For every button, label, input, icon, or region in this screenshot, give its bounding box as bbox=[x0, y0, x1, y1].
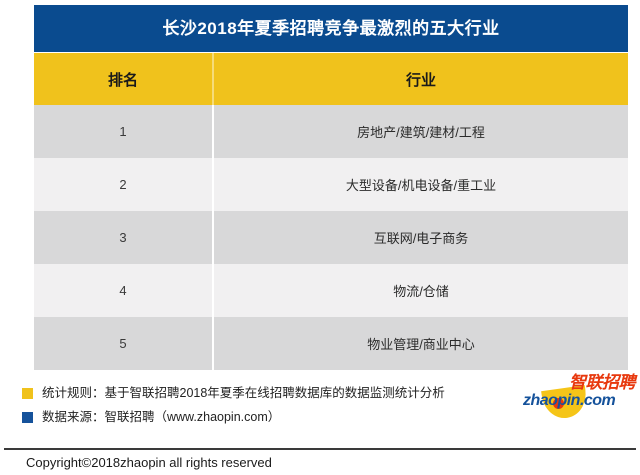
table-row: 1 房地产/建筑/建材/工程 bbox=[34, 105, 628, 158]
footnote-text: 统计规则：基于智联招聘2018年夏季在线招聘数据库的数据监测统计分析 bbox=[42, 385, 445, 400]
cell-industry: 互联网/电子商务 bbox=[373, 231, 469, 246]
cell-industry: 物流/仓储 bbox=[393, 284, 449, 299]
cell-industry: 大型设备/机电设备/重工业 bbox=[345, 178, 497, 193]
column-divider bbox=[212, 105, 214, 158]
page-title: 长沙2018年夏季招聘竞争最激烈的五大行业 bbox=[162, 19, 500, 38]
zhaopin-logo: 智联招聘 zhaopin.com bbox=[523, 373, 636, 424]
column-divider bbox=[212, 53, 214, 105]
table-row: 2 大型设备/机电设备/重工业 bbox=[34, 158, 628, 211]
square-bullet-icon bbox=[22, 411, 33, 423]
column-divider bbox=[212, 158, 214, 211]
footnotes: 统计规则：基于智联招聘2018年夏季在线招聘数据库的数据监测统计分析 数据来源：… bbox=[22, 381, 522, 429]
cell-rank: 4 bbox=[119, 283, 127, 298]
table-row: 3 互联网/电子商务 bbox=[34, 211, 628, 264]
ranking-table: 排名 行业 1 房地产/建筑/建材/工程 2 大型设备/机电设备/重工业 3 互… bbox=[34, 53, 628, 370]
logo-chinese-wordmark: 智联招聘 bbox=[569, 373, 636, 392]
cell-rank: 2 bbox=[119, 177, 127, 192]
footnote-text: 数据来源：智联招聘（www.zhaopin.com） bbox=[42, 409, 281, 424]
table-header-row: 排名 行业 bbox=[34, 53, 628, 105]
column-divider bbox=[212, 211, 214, 264]
cell-rank: 3 bbox=[119, 230, 127, 245]
footer-divider bbox=[4, 448, 636, 450]
column-header-industry: 行业 bbox=[405, 71, 436, 89]
logo-english-wordmark: zhaopin.com bbox=[523, 392, 616, 409]
column-divider bbox=[212, 317, 214, 370]
table-row: 5 物业管理/商业中心 bbox=[34, 317, 628, 370]
column-header-rank: 排名 bbox=[107, 71, 138, 89]
logo-dot-icon bbox=[553, 398, 564, 409]
footnote-source: 数据来源：智联招聘（www.zhaopin.com） bbox=[22, 405, 522, 429]
table-row: 4 物流/仓储 bbox=[34, 264, 628, 317]
copyright-text: Copyright©2018zhaopin all rights reserve… bbox=[26, 455, 272, 470]
square-bullet-icon bbox=[22, 387, 33, 399]
cell-rank: 5 bbox=[119, 336, 127, 351]
chart-title-bar: 长沙2018年夏季招聘竞争最激烈的五大行业 bbox=[34, 5, 628, 52]
cell-industry: 物业管理/商业中心 bbox=[367, 337, 475, 352]
column-divider bbox=[212, 264, 214, 317]
cell-industry: 房地产/建筑/建材/工程 bbox=[357, 125, 485, 140]
cell-rank: 1 bbox=[119, 124, 127, 139]
footnote-methodology: 统计规则：基于智联招聘2018年夏季在线招聘数据库的数据监测统计分析 bbox=[22, 381, 522, 405]
